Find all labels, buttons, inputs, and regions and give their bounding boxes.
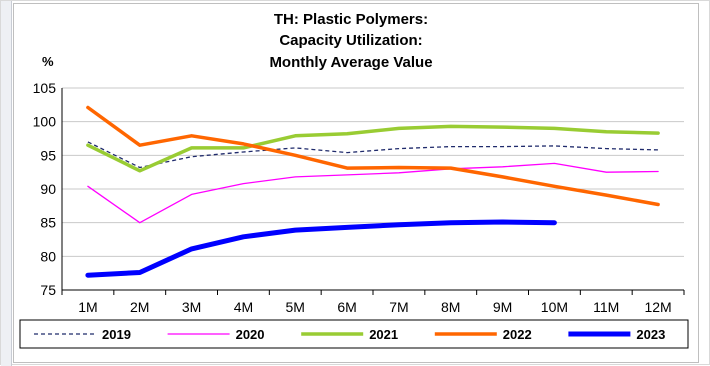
left-panel-edge xyxy=(1,1,12,366)
y-tick-label: 85 xyxy=(40,215,56,231)
x-tick-label: 10M xyxy=(541,299,568,315)
chart-title-line-3: Monthly Average Value xyxy=(269,54,432,71)
series-line-2023 xyxy=(85,219,557,278)
legend-label-2023: 2023 xyxy=(636,327,665,342)
x-tick-label: 3M xyxy=(182,299,201,315)
x-tick-label: 2M xyxy=(130,299,149,315)
legend-label-2019: 2019 xyxy=(102,327,131,342)
legend-label-2021: 2021 xyxy=(369,327,398,342)
series-line-2019 xyxy=(87,141,659,169)
x-tick-label: 5M xyxy=(286,299,305,315)
x-tick-label: 11M xyxy=(593,299,619,315)
series-line-2020 xyxy=(87,162,659,224)
y-tick-label: 90 xyxy=(40,181,56,197)
y-tick-label: 75 xyxy=(40,282,56,298)
legend-label-2022: 2022 xyxy=(503,327,532,342)
x-tick-label: 9M xyxy=(493,299,512,315)
y-axis-unit-label: % xyxy=(42,54,54,69)
legend-label-2020: 2020 xyxy=(236,327,265,342)
y-tick-label: 95 xyxy=(40,147,56,163)
y-tick-label: 80 xyxy=(40,248,56,264)
x-tick-label: 4M xyxy=(234,299,253,315)
x-tick-label: 7M xyxy=(389,299,408,315)
series-line-2021 xyxy=(86,124,660,173)
chart-title-line-2: Capacity Utilization: xyxy=(279,32,422,49)
chart-title: TH: Plastic Polymers: Capacity Utilizati… xyxy=(269,11,432,71)
x-tick-label: 12M xyxy=(644,299,671,315)
x-tick-label: 1M xyxy=(78,299,97,315)
y-tick-label: 105 xyxy=(33,80,57,96)
chart-area: TH: Plastic Polymers: Capacity Utilizati… xyxy=(13,3,699,363)
x-tick-label: 8M xyxy=(441,299,460,315)
legend: 2019 2020 2021 2022 2023 xyxy=(19,319,689,349)
chart-title-line-1: TH: Plastic Polymers: xyxy=(274,11,428,28)
line-chart: TH: Plastic Polymers: Capacity Utilizati… xyxy=(19,11,689,349)
series-line-2022 xyxy=(86,105,660,207)
y-tick-label: 100 xyxy=(33,114,57,130)
plot-area: 75 80 85 90 95 100 105 1M 2M 3M 4M 5M 6M 7M 8M 9M 10M 11M… xyxy=(33,80,685,315)
x-tick-label: 6M xyxy=(337,299,356,315)
